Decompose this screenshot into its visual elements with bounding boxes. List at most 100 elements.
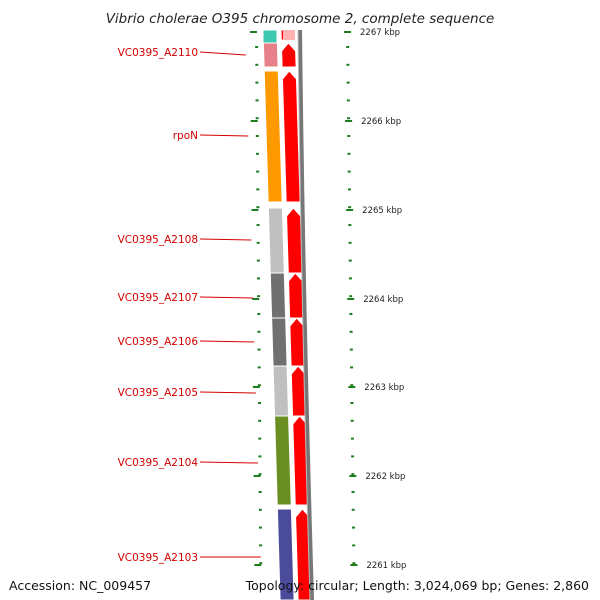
minor-tick (347, 152, 351, 155)
gene-label[interactable]: VC0395_A2108 (118, 234, 198, 246)
accession-text: Accession: NC_009457 (9, 578, 152, 593)
minor-tick (346, 46, 350, 48)
gene-label[interactable]: rpoN (173, 130, 198, 142)
gene-block (263, 70, 283, 203)
minor-tick (258, 437, 262, 440)
gene-label[interactable]: VC0395_A2103 (118, 552, 198, 564)
label-leader-line (199, 340, 255, 343)
label-leader-line (199, 134, 249, 137)
minor-tick (258, 526, 262, 529)
gene-label[interactable]: VC0395_A2110 (118, 47, 198, 59)
cds-arrow (288, 272, 305, 319)
tick-track: 2267 kbp 2266 kbp 2265 kbp 2264 kbp 2263 kbp… (250, 28, 406, 571)
gene-block (276, 508, 295, 600)
topology-stats-text: Topology: circular; Length: 3,024,069 bp… (245, 578, 589, 593)
minor-tick (346, 81, 350, 84)
major-tick (250, 31, 258, 33)
major-tick (344, 31, 352, 33)
minor-tick (348, 259, 352, 262)
tick-label: 2265 kbp (362, 206, 402, 216)
minor-tick (256, 170, 260, 173)
minor-tick (349, 348, 353, 351)
minor-tick (257, 402, 261, 404)
minor-tick (350, 437, 354, 440)
major-tick (347, 298, 355, 300)
minor-tick (255, 63, 259, 66)
gene-block (272, 365, 290, 417)
label-layer: VC0395_A2110 rpoN VC0395_A2108 VC0395_A2107… (118, 47, 261, 564)
major-tick (350, 564, 358, 566)
minor-tick (258, 508, 262, 511)
minor-tick (256, 259, 260, 262)
backbone-path (298, 29, 314, 600)
gene-label[interactable]: VC0395_A2106 (118, 336, 199, 348)
major-tick (349, 475, 357, 477)
label-leader-line (199, 238, 252, 241)
major-tick (345, 120, 353, 122)
major-tick (252, 298, 260, 300)
minor-tick (255, 99, 259, 102)
feature-track (262, 29, 295, 600)
gene-block (262, 42, 279, 68)
minor-tick (257, 313, 261, 315)
minor-tick (350, 366, 354, 369)
minor-tick (256, 277, 260, 280)
minor-tick (258, 491, 262, 493)
major-tick (252, 386, 260, 388)
minor-tick (346, 63, 350, 66)
minor-tick (255, 46, 259, 48)
minor-tick (259, 544, 263, 547)
cds-arrow (286, 207, 303, 274)
minor-tick (257, 366, 261, 369)
minor-tick (351, 491, 355, 493)
minor-tick (255, 152, 259, 155)
minor-tick (347, 188, 351, 191)
tick-label: 2261 kbp (366, 561, 406, 571)
minor-tick (256, 241, 260, 244)
minor-tick (351, 508, 355, 511)
gene-label[interactable]: VC0395_A2104 (118, 457, 199, 469)
minor-tick (256, 206, 260, 209)
minor-tick (255, 117, 259, 120)
tick-label: 2266 kbp (361, 117, 401, 127)
gene-label[interactable]: VC0395_A2105 (118, 387, 198, 399)
minor-tick (258, 473, 262, 476)
minor-tick (352, 544, 356, 547)
minor-tick (257, 348, 261, 351)
minor-tick (348, 241, 352, 244)
cds-arrow (281, 70, 301, 203)
minor-tick (349, 313, 353, 315)
backbone-shadow (297, 29, 311, 600)
label-leader-line (199, 296, 254, 299)
minor-tick (348, 224, 352, 226)
minor-tick (349, 330, 353, 333)
tick-label: 2263 kbp (364, 383, 404, 393)
gene-block (274, 415, 292, 506)
minor-tick (350, 402, 354, 404)
minor-tick (351, 526, 355, 529)
minor-tick (348, 277, 352, 280)
minor-tick (350, 384, 354, 387)
minor-tick (347, 135, 351, 137)
major-tick (254, 564, 262, 566)
minor-tick (347, 170, 351, 173)
major-tick (346, 209, 354, 211)
minor-tick (351, 473, 355, 476)
gene-label[interactable]: VC0395_A2107 (118, 292, 198, 304)
major-tick (253, 475, 261, 477)
gene-block (271, 317, 288, 367)
cds-arrow (281, 42, 297, 68)
minor-tick (255, 135, 259, 137)
minor-tick (349, 295, 353, 298)
tick-label: 2264 kbp (363, 295, 403, 305)
label-leader-line (199, 51, 246, 56)
label-leader-line (199, 461, 258, 464)
minor-tick (257, 330, 261, 333)
tick-label: 2262 kbp (365, 472, 405, 482)
cds-arrow-top (283, 30, 295, 40)
minor-tick (259, 562, 263, 565)
minor-tick (348, 206, 352, 209)
minor-tick (257, 384, 261, 387)
backbone-line (297, 29, 314, 600)
